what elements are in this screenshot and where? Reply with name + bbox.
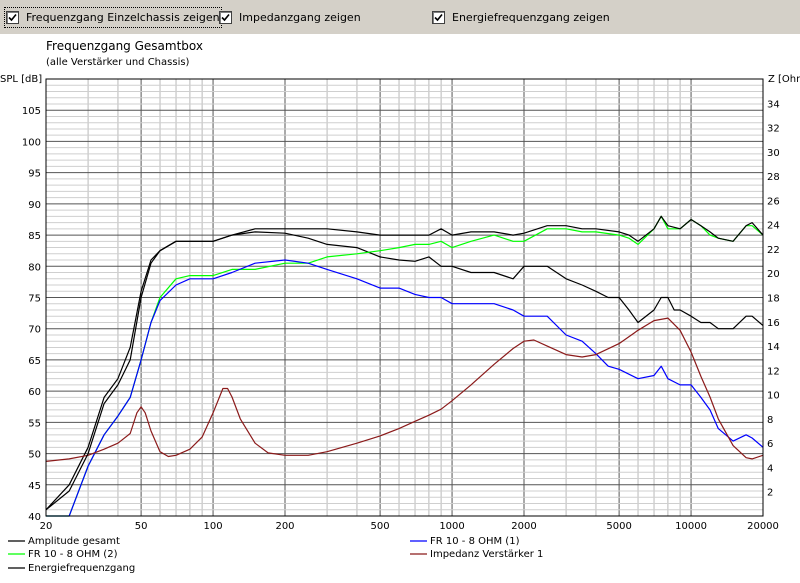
checkbox-label: Frequenzgang Einzelchassis zeigen — [26, 11, 220, 24]
checkbox-box[interactable] — [432, 11, 445, 24]
chart-subtitle: (alle Verstärker und Chassis) — [46, 57, 190, 68]
y-tick-label: 95 — [28, 169, 41, 180]
y-tick-label: 45 — [28, 481, 41, 492]
legend-label: Energiefrequenzgang — [28, 563, 135, 574]
y2-tick-label: 18 — [767, 294, 780, 305]
x-tick-label: 100 — [204, 521, 223, 532]
y2-tick-label: 10 — [767, 391, 780, 402]
legend-label: Impedanz Verstärker 1 — [430, 549, 543, 560]
chart-title: Frequenzgang Gesamtbox — [46, 39, 203, 53]
checkbox-box[interactable] — [219, 11, 232, 24]
checkbox-frequenzgang-einzelchassis[interactable]: Frequenzgang Einzelchassis zeigen — [4, 7, 222, 28]
grid — [45, 78, 764, 517]
y-tick-label: 90 — [28, 200, 41, 211]
checkbox-label: Energiefrequenzgang zeigen — [452, 11, 610, 24]
frequency-response-chart: 20 50 100 200 500 1000 2000 5000 10000 2000040455… — [0, 39, 800, 574]
plot-frame — [45, 78, 764, 517]
x-tick-label: 20000 — [747, 521, 779, 532]
y2-tick-label: 16 — [767, 318, 780, 329]
x-tick-label: 5000 — [606, 521, 631, 532]
y-tick-label: 70 — [28, 325, 41, 336]
y-tick-label: 100 — [22, 137, 41, 148]
y2-axis-label: Z [Ohm] — [768, 74, 800, 85]
series-line-3 — [46, 259, 764, 517]
y2-tick-label: 14 — [767, 342, 780, 353]
y-tick-label: 50 — [28, 450, 41, 461]
y2-tick-label: 32 — [767, 124, 780, 135]
x-tick-label: 50 — [135, 521, 148, 532]
series-line-5 — [45, 215, 764, 511]
x-tick-label: 200 — [275, 521, 294, 532]
y2-tick-label: 34 — [767, 99, 780, 110]
checkbox-energiefrequenzgang[interactable]: Energiefrequenzgang zeigen — [432, 9, 610, 26]
y-tick-label: 40 — [28, 512, 41, 523]
x-tick-label: 500 — [371, 521, 390, 532]
checkbox-box[interactable] — [6, 11, 19, 24]
x-tick-label: 10000 — [675, 521, 707, 532]
series-line-1 — [45, 231, 764, 511]
series-line-4 — [45, 317, 764, 462]
y2-tick-label: 12 — [767, 366, 780, 377]
chart-area: 20 50 100 200 500 1000 2000 5000 10000 20000 40 45 5… — [0, 35, 800, 583]
x-tick-label: 20 — [40, 521, 53, 532]
y-tick-label: 75 — [28, 294, 41, 305]
checkbox-impedanzgang[interactable]: Impedanzgang zeigen — [219, 9, 361, 26]
y2-tick-label: 28 — [767, 172, 780, 183]
y-tick-label: 65 — [28, 356, 41, 367]
axis-ticks: 20 50 100 200 500 1000 2000 5000 10000 2000040455… — [22, 99, 780, 532]
y2-tick-label: 30 — [767, 148, 780, 159]
series-lines — [45, 215, 764, 517]
checkmark-icon — [434, 13, 443, 22]
y2-tick-label: 6 — [767, 439, 773, 450]
y-tick-label: 105 — [22, 106, 41, 117]
y2-tick-label: 8 — [767, 415, 773, 426]
legend-label: FR 10 - 8 OHM (2) — [28, 549, 118, 560]
y-tick-label: 80 — [28, 262, 41, 273]
y-tick-label: 60 — [28, 387, 41, 398]
y2-tick-label: 4 — [767, 463, 773, 474]
y2-tick-label: 20 — [767, 269, 780, 280]
y2-tick-label: 22 — [767, 245, 780, 256]
y2-tick-label: 2 — [767, 488, 773, 499]
legend-label: FR 10 - 8 OHM (1) — [430, 536, 520, 547]
legend: Amplitude gesamt FR 10 - 8 OHM (2) FR 10 -… — [8, 536, 543, 574]
x-tick-label: 2000 — [511, 521, 536, 532]
x-tick-label: 1000 — [439, 521, 464, 532]
options-toolbar: Frequenzgang Einzelchassis zeigen Impeda… — [0, 0, 800, 35]
y-tick-label: 85 — [28, 231, 41, 242]
legend-label: Amplitude gesamt — [28, 536, 120, 547]
y-tick-label: 55 — [28, 418, 41, 429]
y-axis-label: SPL [dB] — [0, 74, 42, 85]
y2-tick-label: 24 — [767, 221, 780, 232]
y2-tick-label: 26 — [767, 196, 780, 207]
checkbox-label: Impedanzgang zeigen — [239, 11, 361, 24]
checkmark-icon — [221, 13, 230, 22]
checkmark-icon — [8, 13, 17, 22]
